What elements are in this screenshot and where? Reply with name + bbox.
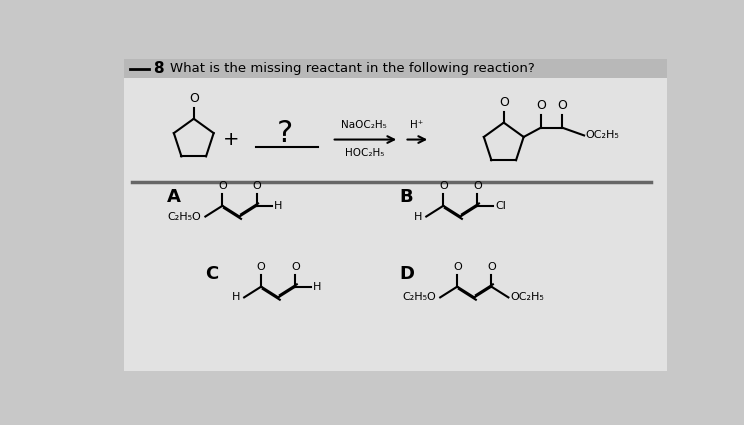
Text: O: O bbox=[473, 181, 482, 191]
Text: 8: 8 bbox=[153, 61, 164, 76]
Text: O: O bbox=[257, 262, 266, 272]
Text: C₂H₅O: C₂H₅O bbox=[403, 292, 436, 303]
FancyBboxPatch shape bbox=[124, 59, 667, 78]
Text: H: H bbox=[414, 212, 423, 221]
Text: O: O bbox=[189, 92, 199, 105]
Text: NaOC₂H₅: NaOC₂H₅ bbox=[341, 120, 387, 130]
Text: What is the missing reactant in the following reaction?: What is the missing reactant in the foll… bbox=[170, 62, 535, 75]
Text: H: H bbox=[313, 282, 321, 292]
Text: O: O bbox=[536, 99, 545, 112]
Text: OC₂H₅: OC₂H₅ bbox=[510, 292, 545, 303]
Text: OC₂H₅: OC₂H₅ bbox=[586, 130, 620, 140]
Text: B: B bbox=[399, 188, 413, 206]
Text: H⁺: H⁺ bbox=[411, 120, 423, 130]
Text: O: O bbox=[498, 96, 509, 109]
Text: ?: ? bbox=[277, 119, 293, 148]
Text: O: O bbox=[453, 262, 461, 272]
Text: C₂H₅O: C₂H₅O bbox=[167, 212, 202, 221]
Text: O: O bbox=[218, 181, 227, 191]
Text: Cl: Cl bbox=[496, 201, 506, 211]
Text: D: D bbox=[399, 265, 414, 283]
Text: O: O bbox=[291, 262, 300, 272]
Text: C: C bbox=[205, 265, 219, 283]
Text: H: H bbox=[275, 201, 283, 211]
Text: +: + bbox=[222, 130, 240, 149]
Text: A: A bbox=[167, 188, 181, 206]
Text: O: O bbox=[557, 99, 568, 112]
Text: O: O bbox=[487, 262, 496, 272]
Text: O: O bbox=[439, 181, 448, 191]
Text: O: O bbox=[252, 181, 261, 191]
Text: HOC₂H₅: HOC₂H₅ bbox=[344, 148, 384, 158]
Text: H: H bbox=[232, 292, 240, 303]
FancyBboxPatch shape bbox=[124, 59, 667, 371]
